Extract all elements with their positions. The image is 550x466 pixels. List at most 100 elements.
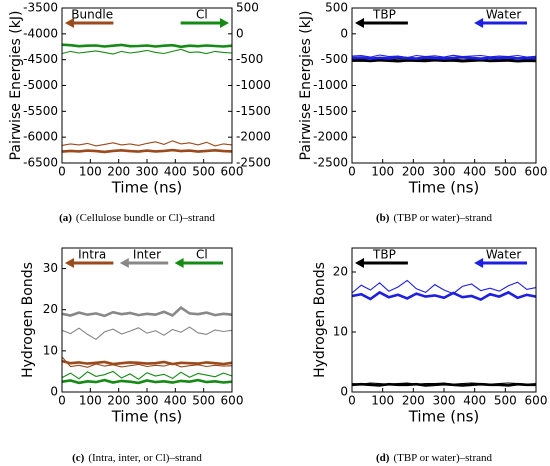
series-line [61, 359, 233, 366]
legend-entry: TBP [355, 248, 408, 268]
x-tick-label: 100 [79, 394, 102, 408]
legend-label: Water [486, 8, 522, 22]
plot-frame [61, 247, 233, 393]
series-line [61, 370, 233, 380]
y-tick-label: -2000 [313, 130, 348, 144]
y-tick-label: -500 [321, 52, 348, 66]
y-tick-label: 30 [43, 261, 58, 275]
caption-label: (b) [376, 212, 390, 224]
legend-entry: TBP [355, 8, 408, 28]
legend-entry: Water [474, 248, 527, 268]
y-tick-label: 10 [333, 325, 348, 339]
x-tick-label: 500 [494, 165, 517, 179]
legend-label: Cl [196, 8, 208, 22]
series-line [61, 148, 233, 154]
y-tick-label: -5500 [23, 104, 58, 118]
x-tick-label: 300 [136, 394, 159, 408]
legend-arrowhead [220, 18, 229, 28]
series-line [61, 140, 233, 147]
legend-label: Water [486, 248, 522, 262]
caption-label: (a) [59, 212, 72, 224]
y-tick-label: 0 [340, 26, 348, 40]
y2-tick-label: -500 [236, 52, 263, 66]
series-line [351, 55, 537, 60]
y-tick-label: 20 [43, 302, 58, 316]
x-tick-label: 0 [348, 165, 356, 179]
y-tick-label: -5000 [23, 78, 58, 92]
caption-text: (TBP or water)–strand [393, 212, 492, 224]
legend-label: Inter [133, 248, 161, 262]
legend-label: Intra [78, 248, 106, 262]
legend-arrowhead [474, 18, 484, 28]
caption-text: (Cellulose bundle or Cl)–strand [76, 212, 216, 224]
series-line [351, 279, 537, 295]
y2-tick-label: -2000 [236, 130, 271, 144]
series-line [61, 378, 233, 385]
y-axis-label: Hydrogen Bonds [20, 262, 36, 378]
x-tick-label: 300 [433, 165, 456, 179]
legend-label: Cl [196, 248, 208, 262]
legend-entry: Bundle [65, 8, 114, 28]
x-tick-label: 100 [79, 165, 102, 179]
series-line [61, 48, 233, 55]
caption: (c) (Intra, inter, or Cl)–strand [72, 452, 202, 464]
y-tick-label: -4000 [23, 26, 58, 40]
x-tick-label: 100 [371, 394, 394, 408]
y-tick-label: -3500 [23, 1, 58, 15]
x-axis-label: Time (ns) [111, 179, 183, 197]
y2-tick-label: 0 [236, 26, 244, 40]
x-tick-label: 100 [371, 165, 394, 179]
caption-text: (TBP or water)–strand [393, 452, 492, 464]
legend-entry: Cl [180, 8, 229, 28]
x-tick-label: 400 [463, 394, 486, 408]
y-tick-label: -1000 [313, 78, 348, 92]
legend-label: Bundle [71, 8, 113, 22]
x-tick-label: 300 [433, 394, 456, 408]
y2-tick-label: 500 [236, 1, 259, 15]
legend-entry: Water [474, 8, 527, 28]
legend-arrowhead [355, 258, 364, 268]
caption-text: (Intra, inter, or Cl)–strand [88, 452, 202, 464]
x-tick-label: 500 [494, 394, 517, 408]
y-axis-label: Pairwise Energies (kJ) [8, 11, 24, 161]
series-line [61, 43, 233, 49]
x-tick-label: 0 [58, 165, 66, 179]
plot-frame [351, 7, 537, 164]
y-axis-label: Hydrogen Bonds [312, 262, 328, 378]
y2-tick-label: -2500 [236, 156, 271, 170]
legend-entry: Inter [119, 248, 169, 268]
series-line [351, 54, 537, 59]
y-tick-label: 10 [43, 343, 58, 357]
x-tick-label: 400 [164, 394, 187, 408]
x-tick-label: 200 [107, 394, 130, 408]
caption: (d) (TBP or water)–strand [376, 452, 493, 464]
series-line [351, 290, 537, 302]
y2-tick-label: -1500 [236, 104, 271, 118]
y-tick-label: -2500 [313, 156, 348, 170]
legend-arrowhead [119, 258, 129, 268]
x-tick-label: 600 [525, 165, 548, 179]
x-tick-label: 0 [348, 394, 356, 408]
x-axis-label: Time (ns) [408, 179, 480, 197]
x-tick-label: 200 [402, 165, 425, 179]
series-line [351, 382, 536, 387]
plot-frame [61, 7, 233, 164]
series-line [61, 326, 233, 340]
legend-arrowhead [65, 18, 74, 28]
y-axis-label: Pairwise Energies (kJ) [298, 11, 314, 161]
y-tick-label: 0 [50, 385, 58, 399]
x-tick-label: 300 [136, 165, 159, 179]
legend-arrowhead [355, 18, 364, 28]
y-tick-label: -6000 [23, 130, 58, 144]
series-line [351, 58, 537, 63]
series-line [61, 356, 233, 368]
legend-entry: Intra [65, 248, 114, 268]
legend-arrowhead [65, 258, 74, 268]
legend-entry: Cl [174, 248, 223, 268]
x-tick-label: 400 [463, 165, 486, 179]
caption: (b) (TBP or water)–strand [376, 212, 493, 224]
x-tick-label: 0 [58, 394, 66, 408]
y-tick-label: 20 [333, 265, 348, 279]
legend-arrowhead [174, 258, 184, 268]
